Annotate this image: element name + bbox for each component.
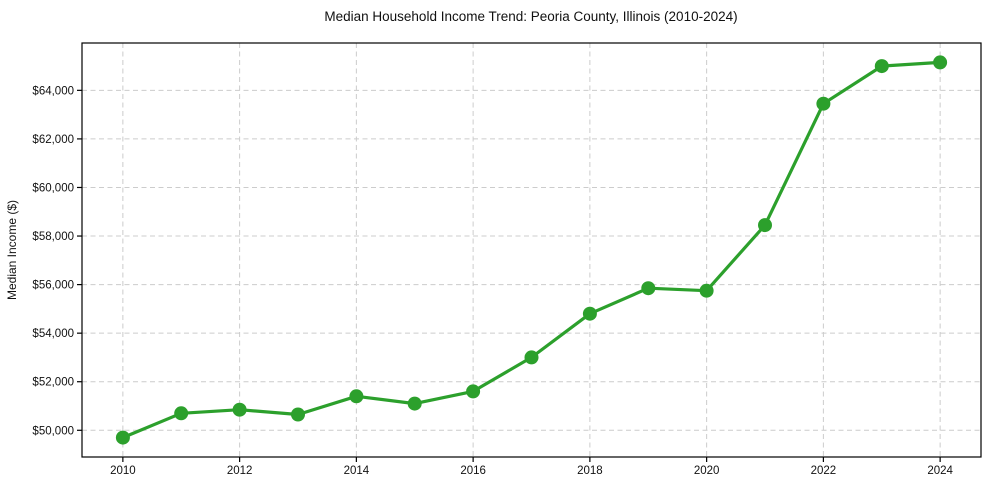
data-point <box>349 389 364 404</box>
data-point <box>407 396 422 411</box>
y-tick-label: $52,000 <box>32 377 74 389</box>
chart-title: Median Household Income Trend: Peoria Co… <box>324 9 737 24</box>
y-tick-label: $58,000 <box>32 231 74 243</box>
gridlines <box>82 43 981 457</box>
data-point <box>291 407 305 422</box>
data-series <box>115 55 948 445</box>
x-tick-label: 2010 <box>110 465 136 477</box>
axis-tick-labels: $50,000 $52,000 $54,000 $56,000 $58,000 $60,0… <box>32 85 953 477</box>
y-tick-label: $62,000 <box>32 134 74 146</box>
y-axis-label: Median Income ($) <box>5 200 19 300</box>
x-tick-label: 2016 <box>460 465 486 477</box>
data-point <box>758 218 772 233</box>
data-point <box>582 306 597 321</box>
data-point <box>115 430 130 445</box>
x-tick-label: 2014 <box>344 465 370 477</box>
y-tick-label: $56,000 <box>32 280 74 292</box>
y-tick-label: $64,000 <box>32 85 74 97</box>
data-point <box>232 402 247 417</box>
axes <box>81 42 982 458</box>
data-point <box>524 350 539 365</box>
x-tick-label: 2012 <box>227 465 253 477</box>
data-point <box>933 55 948 70</box>
x-tick-label: 2024 <box>927 465 953 477</box>
y-tick-label: $54,000 <box>32 328 74 340</box>
data-point <box>641 281 656 296</box>
data-point <box>699 283 714 298</box>
data-point <box>816 96 831 111</box>
plot-background <box>82 43 981 457</box>
y-tick-label: $50,000 <box>32 425 74 437</box>
x-tick-label: 2022 <box>811 465 837 477</box>
x-tick-label: 2018 <box>577 465 603 477</box>
axes-border <box>81 42 982 458</box>
data-point <box>874 59 889 74</box>
data-point <box>174 406 189 421</box>
x-tick-label: 2020 <box>694 465 720 477</box>
data-point <box>466 384 481 399</box>
y-tick-label: $60,000 <box>32 182 74 194</box>
plot-area <box>82 43 981 457</box>
axis-ticks <box>77 89 941 462</box>
